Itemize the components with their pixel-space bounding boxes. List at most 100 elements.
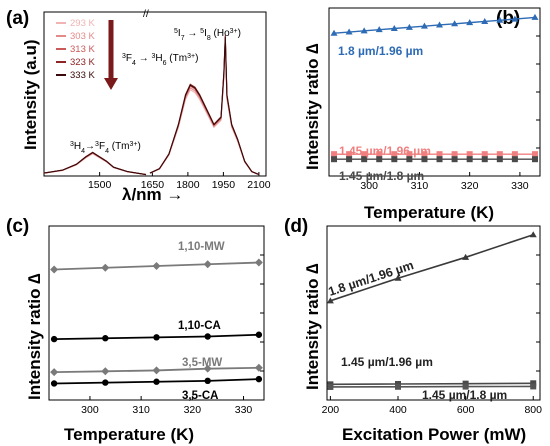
panel-b-ylabel: Intensity ratio ∆ [303, 43, 322, 170]
series-point [326, 297, 334, 304]
panel-a-ticks: 1500 1650 1800 1950 2100 [88, 172, 271, 191]
panel-d-lines [326, 231, 537, 390]
series-point [531, 156, 538, 163]
panel-b-letter: (b) [496, 8, 520, 29]
panel-c-label-s2: 1,10-CA [178, 320, 221, 332]
series-point [50, 265, 59, 274]
series-point [152, 366, 161, 375]
series-point [361, 156, 368, 163]
series-point [153, 334, 160, 341]
series-point [511, 156, 518, 163]
series-point [481, 156, 488, 163]
panel-a-break: // [143, 8, 149, 20]
panel-c-label-s3: 3,5-MW [182, 357, 222, 369]
panel-xtick-label: 600 [457, 404, 475, 416]
panel-a-xtick-label: 1800 [176, 179, 200, 191]
panel-c-lines [50, 258, 263, 387]
panel-a-ann-tm-h4-f4: 3H4→3F4 (Tm3+) [70, 141, 141, 155]
series-point [466, 19, 474, 26]
series-point [481, 151, 488, 158]
series-point [331, 151, 338, 158]
panel-c-label-s4: 3,5-CA [182, 390, 218, 402]
series-point [346, 156, 353, 163]
series-point [451, 151, 458, 158]
panel-a-xtick-label: 1500 [88, 179, 112, 191]
series-point [204, 377, 211, 385]
series-point [451, 156, 458, 163]
series-point [405, 23, 413, 30]
series-point [391, 156, 398, 163]
panel-xtick-label: 200 [322, 404, 340, 416]
series-point [496, 156, 503, 163]
series-point [466, 156, 473, 163]
series-point [451, 20, 459, 27]
series-point [511, 15, 519, 22]
panel-xtick-label: 300 [360, 180, 378, 192]
panel-xtick-label: 330 [235, 404, 253, 416]
panel-xtick-label: 320 [461, 180, 479, 192]
panel-b-xlabel: Temperature (K) [364, 203, 494, 222]
series-point [436, 21, 444, 28]
panel-b-ticks: 300 310 320 330 [360, 35, 540, 192]
series-point [395, 383, 401, 390]
panel-a-legend-label: 303 K [70, 31, 95, 42]
panel-d-label-s3: 1.45 µm/1.8 µm [422, 388, 507, 402]
series-point [360, 27, 368, 34]
panel-a-frame [43, 11, 267, 177]
series-point [101, 367, 110, 376]
panel-a-ann-ho: 5I7 → 5I8 (Ho3+) [174, 28, 241, 42]
panel-c-ticks: 300 310 320 330 [81, 254, 264, 416]
series-point [203, 260, 212, 269]
panel-xtick-label: 310 [132, 404, 150, 416]
series-point [203, 364, 212, 373]
panel-xtick-label: 320 [184, 404, 202, 416]
series-point [531, 151, 538, 158]
series-point [102, 335, 109, 342]
series-line [330, 382, 534, 386]
series-point [421, 151, 428, 158]
series-point [496, 151, 503, 158]
panel-a-temperature-arrow [104, 20, 118, 90]
panel-xtick-label: 330 [511, 180, 529, 192]
panel-a-ylabel: Intensity (a.u) [21, 39, 40, 150]
series-line [330, 385, 534, 388]
panel-d: Intensity ratio ∆ Excitation Power (mW) … [303, 225, 542, 444]
series-point [255, 331, 263, 338]
panel-a-lines [43, 35, 260, 176]
panel-a-letter: (a) [6, 8, 29, 29]
series-point [529, 231, 537, 238]
series-point [101, 263, 110, 272]
panel-b-label-s3: 1.45 µm/1.8 µm [339, 169, 424, 183]
series-point [50, 368, 59, 377]
series-point [462, 253, 470, 260]
panel-a-xtick-label: 1950 [212, 179, 236, 191]
series-point [462, 383, 469, 390]
panel-b: Intensity ratio ∆ Temperature (K) 300 310… [303, 7, 541, 222]
panel-a-legend-label: 313 K [70, 44, 95, 55]
series-point [346, 151, 353, 158]
panel-d-label-s2: 1.45 µm/1.96 µm [341, 355, 433, 369]
panel-d-xlabel: Excitation Power (mW) [342, 425, 526, 444]
series-point [420, 22, 428, 29]
panel-a-ann-tm-f4-h6: 3F4 → 3H6 (Tm3+) [122, 53, 198, 67]
panel-d-label-s1: 1.8 µm/1.96 µm [327, 258, 416, 299]
series-point [466, 151, 473, 158]
series-point [50, 335, 58, 343]
series-point [390, 24, 398, 31]
series-point [511, 151, 518, 158]
series-point [152, 262, 161, 271]
panel-c-letter: (c) [6, 216, 29, 237]
panel-a-spectrum-line [43, 153, 147, 176]
series-point [361, 151, 368, 158]
panel-a-spectrum-line [149, 36, 260, 176]
panel-d-ticks: 200 400 600 800 [322, 254, 542, 416]
series-point [153, 378, 160, 385]
series-point [376, 156, 383, 163]
series-point [391, 151, 398, 158]
series-point [530, 383, 537, 390]
series-point [102, 379, 109, 386]
series-line [330, 233, 534, 302]
panel-xtick-label: 800 [524, 404, 542, 416]
panel-a: Intensity (a.u) λ/nm → // 1500 1650 1800 19… [21, 8, 271, 204]
series-point [345, 28, 353, 35]
